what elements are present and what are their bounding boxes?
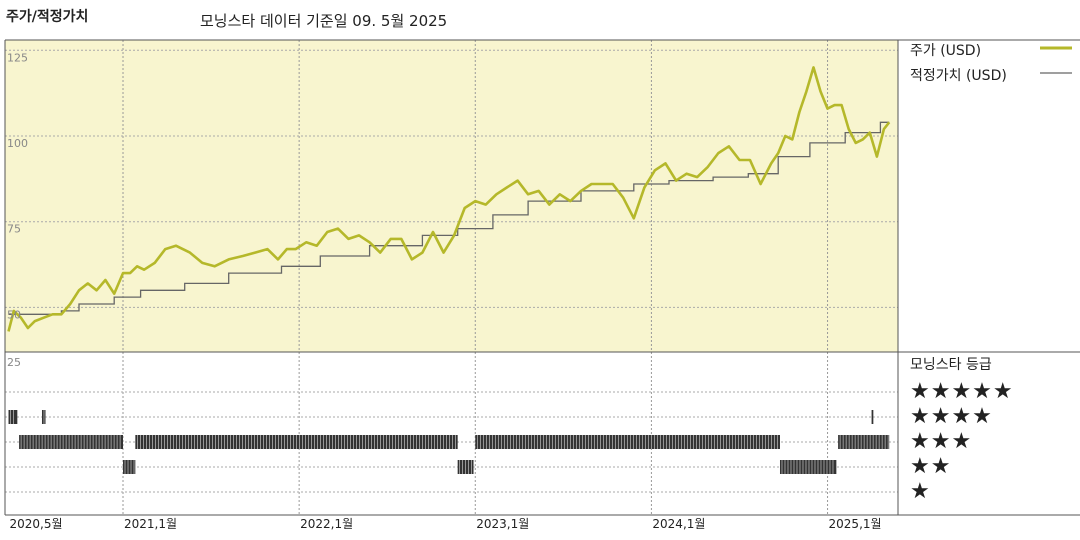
rating-segment xyxy=(475,435,780,449)
price-line xyxy=(7,66,891,332)
rating-segment-bar xyxy=(779,460,837,474)
rating-segment xyxy=(457,460,474,474)
rating-segment-bar xyxy=(8,410,18,424)
rating-row-5-stars: ★★★★★ xyxy=(910,379,1014,404)
legend-fair-label: 적정가치 (USD) xyxy=(910,68,1007,84)
legend-price-label: 주가 (USD) xyxy=(910,43,982,59)
rating-segment-bar xyxy=(19,435,124,449)
rating-row-2-stars: ★★ xyxy=(910,454,952,479)
price-panel-bg xyxy=(5,40,898,352)
rating-segment xyxy=(41,410,46,424)
rating-segment xyxy=(871,410,874,424)
y-tick-label: 50 xyxy=(7,308,21,321)
rating-tick-label: 25 xyxy=(7,356,21,369)
y-tick-label: 125 xyxy=(7,51,28,64)
rating-segment-bar xyxy=(475,435,780,449)
chart-subtitle: 모닝스타 데이터 기준일 09. 5월 2025 xyxy=(200,12,448,30)
rating-segment xyxy=(135,435,458,449)
x-tick-label: 2021,1월 xyxy=(124,517,177,531)
rating-segment xyxy=(19,435,124,449)
rating-segment-bar xyxy=(838,435,890,449)
x-tick-label: 2023,1월 xyxy=(476,517,529,531)
x-tick-label: 2022,1월 xyxy=(300,517,353,531)
rating-segment xyxy=(838,435,890,449)
rating-segment xyxy=(8,410,18,424)
rating-row-1-star: ★ xyxy=(910,479,931,504)
price-layer xyxy=(7,66,891,332)
axis-labels: 2020,5월 2021,1월 2022,1월 2023,1월 2024,1월 2025,… xyxy=(7,51,882,531)
x-tick-label: 2020,5월 xyxy=(10,517,63,531)
rating-segment xyxy=(123,460,136,474)
y-tick-label: 75 xyxy=(7,223,21,236)
y-tick-label: 100 xyxy=(7,137,28,150)
rating-title: 모닝스타 등급 xyxy=(910,357,992,373)
rating-row-4-stars: ★★★★ xyxy=(910,404,993,429)
rating-segment xyxy=(779,460,837,474)
chart-title: 주가/적정가치 xyxy=(6,9,89,25)
rating-segment-bar xyxy=(871,410,874,424)
x-tick-label: 2024,1월 xyxy=(652,517,705,531)
x-tick-label: 2025,1월 xyxy=(829,517,882,531)
rating-layer xyxy=(8,410,890,474)
rating-segment-bar xyxy=(123,460,136,474)
rating-row-3-stars: ★★★ xyxy=(910,429,973,454)
